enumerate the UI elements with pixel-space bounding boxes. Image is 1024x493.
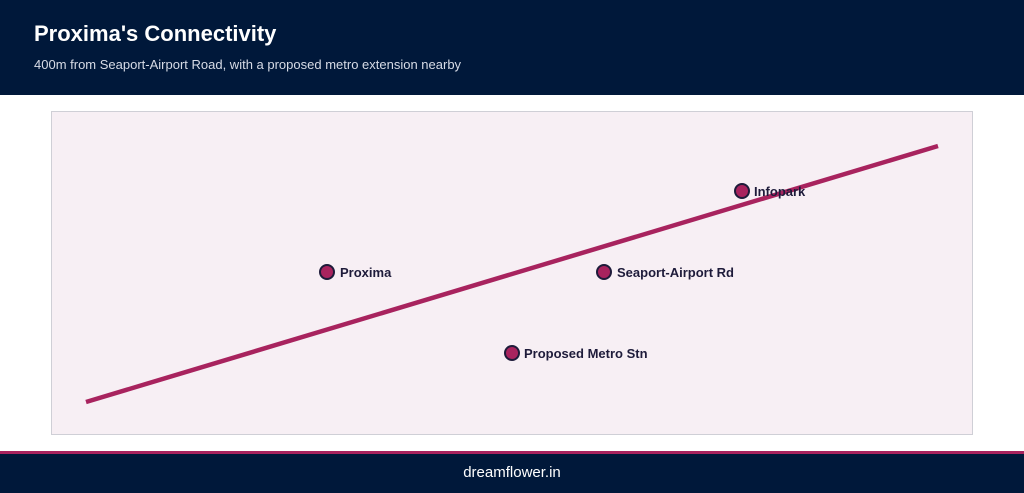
marker-infopark[interactable]: Infopark: [734, 183, 806, 199]
marker-dot: [734, 183, 750, 199]
page-title: Proxima's Connectivity: [34, 21, 277, 46]
marker-seaport-airport-rd[interactable]: Seaport-Airport Rd: [596, 264, 734, 280]
road-line: [85, 143, 939, 405]
footer-site-link[interactable]: dreamflower.in: [463, 464, 561, 481]
marker-dot: [596, 264, 612, 280]
marker-label: Proxima: [340, 265, 392, 280]
marker-proxima[interactable]: Proxima: [319, 264, 392, 280]
header-bar: Proxima's Connectivity 400m from Seaport…: [0, 0, 1024, 95]
marker-label: Seaport-Airport Rd: [617, 265, 734, 280]
marker-dot: [319, 264, 335, 280]
marker-label: Infopark: [754, 184, 806, 199]
marker-label: Proposed Metro Stn: [524, 346, 648, 361]
marker-dot: [504, 345, 520, 361]
marker-proposed-metro-stn[interactable]: Proposed Metro Stn: [504, 345, 648, 361]
page-subtitle: 400m from Seaport-Airport Road, with a p…: [34, 57, 462, 72]
footer-bar: dreamflower.in: [0, 451, 1024, 493]
